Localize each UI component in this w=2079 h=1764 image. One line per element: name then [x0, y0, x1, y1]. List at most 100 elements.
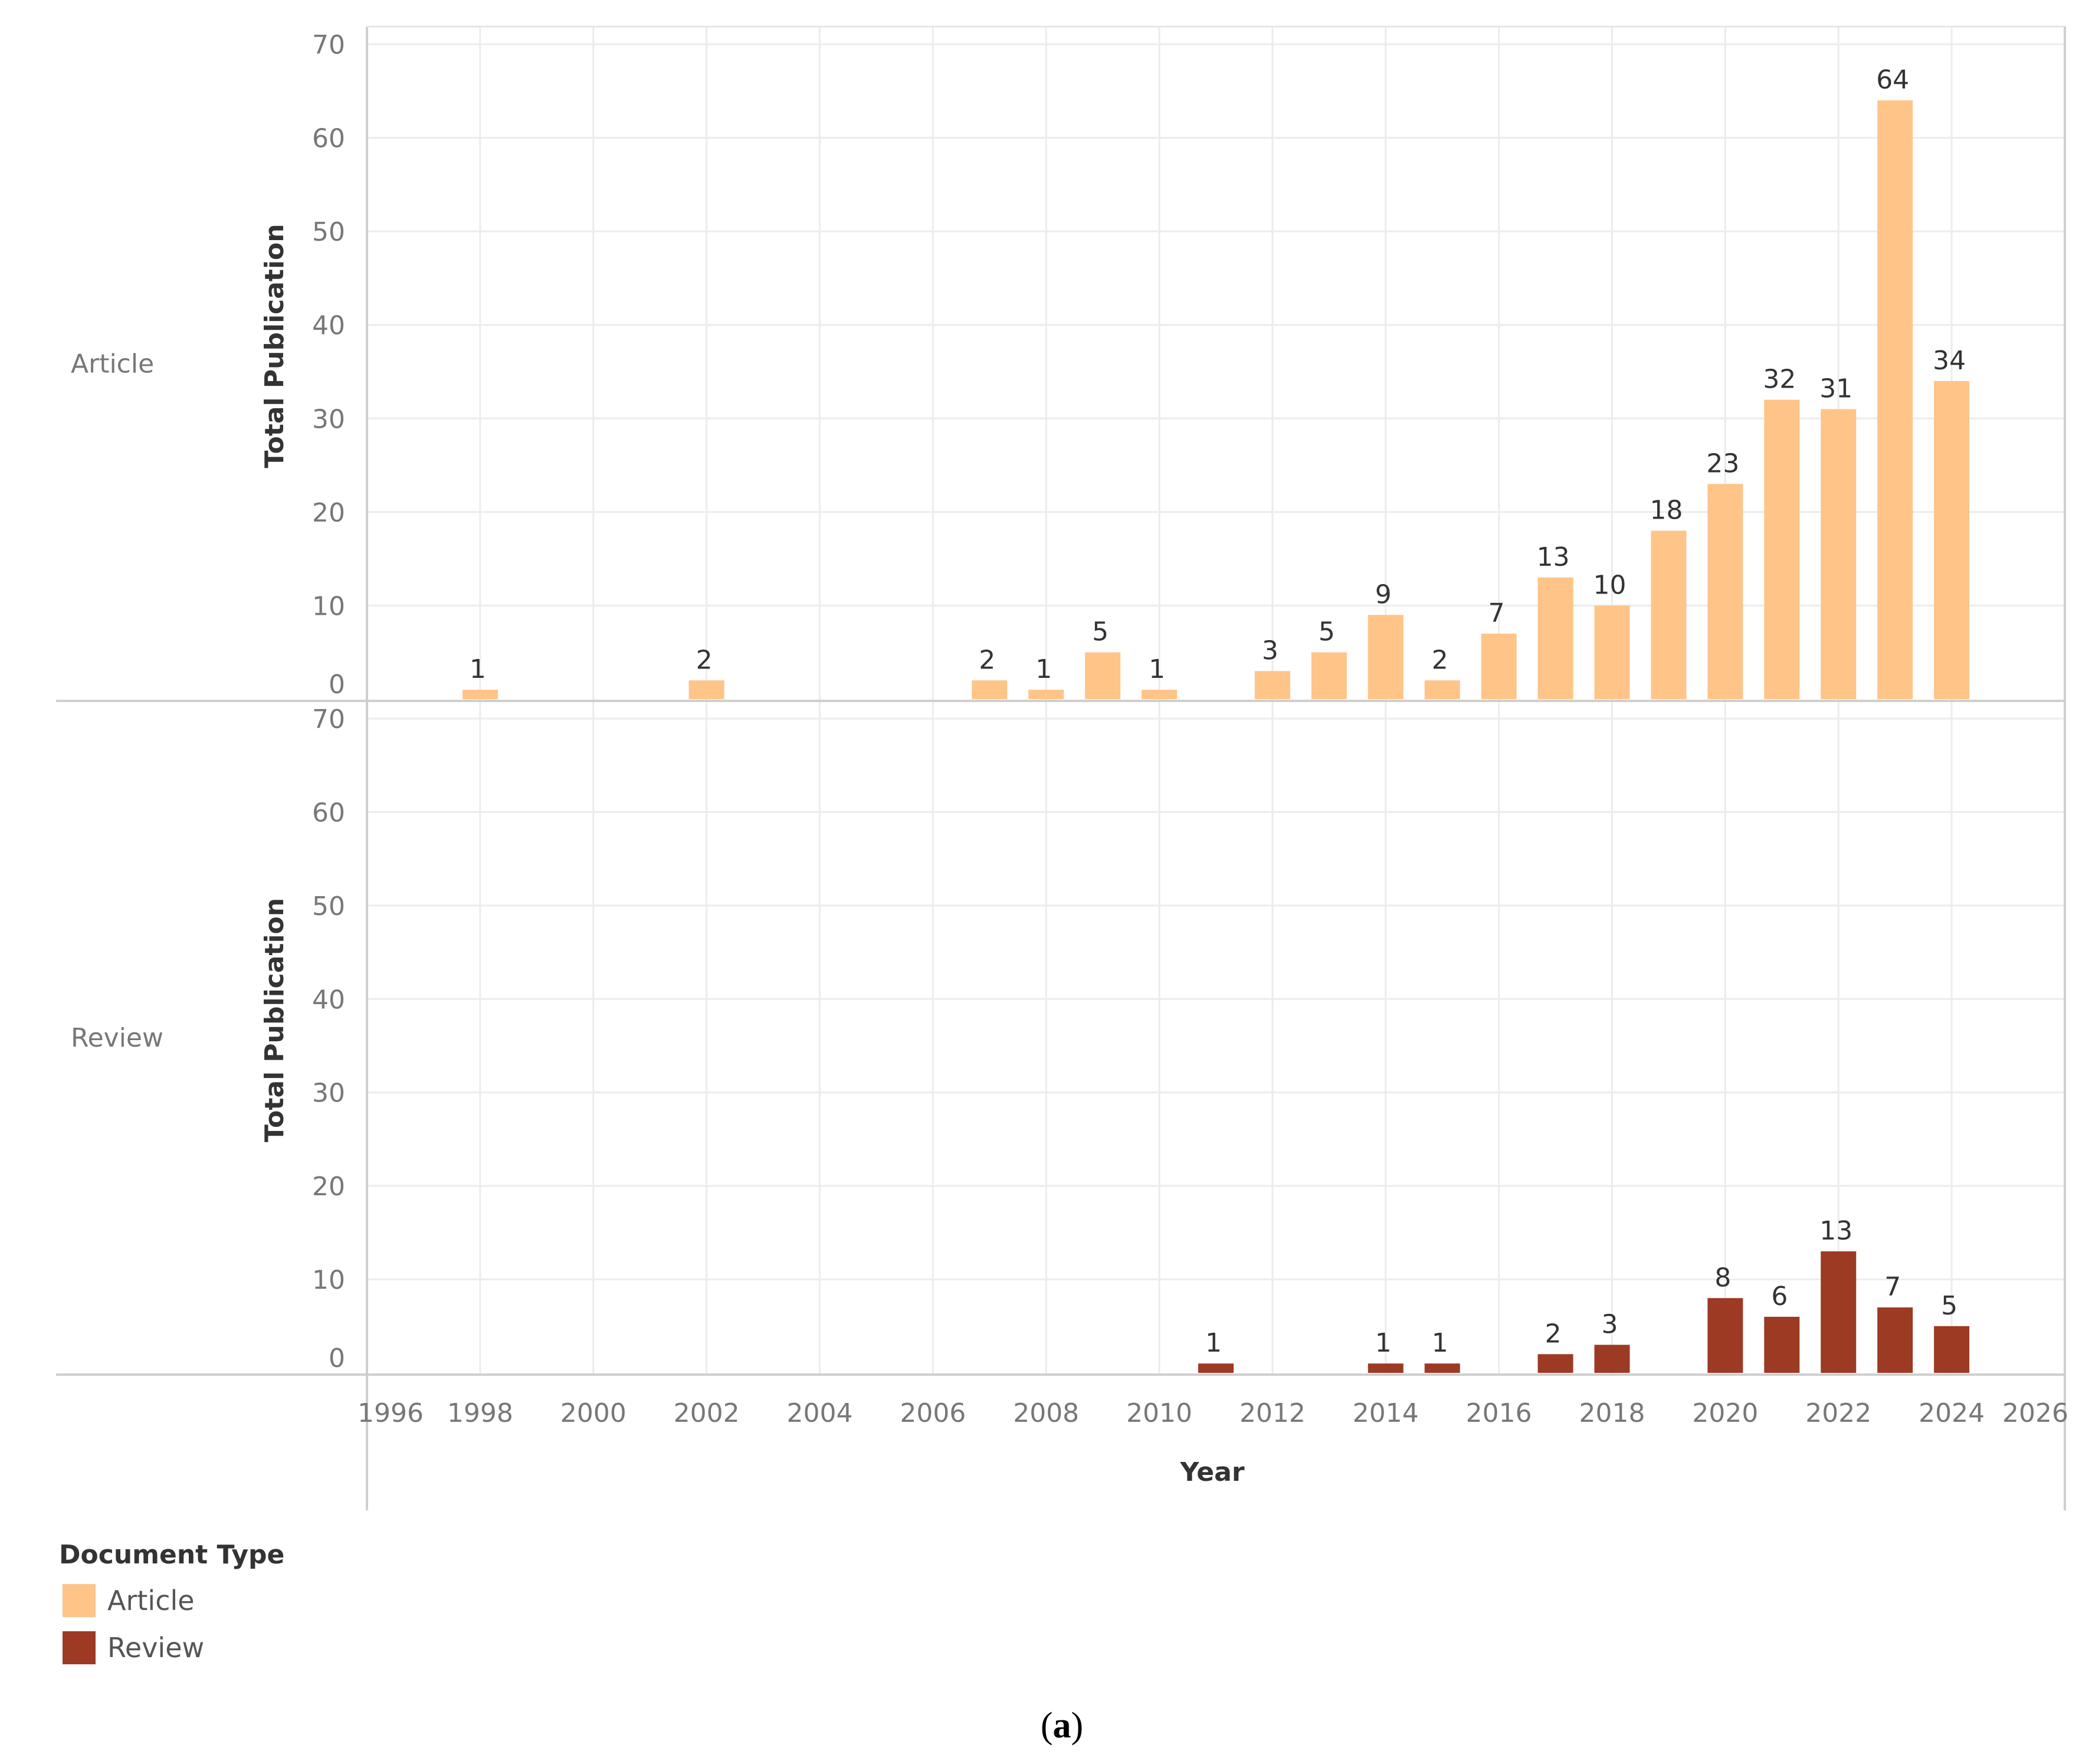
- x-tick-2020: 2020: [1692, 1398, 1758, 1428]
- data-label-review-2020: 8: [1714, 1263, 1731, 1293]
- bar-review-2017: [1537, 1354, 1573, 1373]
- bar-article-1998: [462, 690, 498, 699]
- y-tick-article-30: 30: [312, 404, 345, 434]
- data-label-review-2018: 3: [1602, 1309, 1618, 1339]
- y-axis-title-article: Total Publication: [260, 224, 290, 468]
- bar-article-2017: [1537, 577, 1573, 699]
- data-label-article-2022: 31: [1819, 373, 1852, 404]
- x-tick-2016: 2016: [1466, 1398, 1532, 1428]
- data-label-review-2021: 6: [1771, 1281, 1788, 1311]
- bar-review-2015: [1424, 1363, 1460, 1373]
- y-tick-article-40: 40: [312, 311, 345, 341]
- x-tick-2002: 2002: [674, 1398, 740, 1428]
- row-label-review: Review: [71, 1023, 163, 1053]
- x-tick-2012: 2012: [1239, 1398, 1306, 1428]
- x-tick-2026: 2026: [2002, 1398, 2068, 1428]
- y-tick-article-0: 0: [329, 670, 345, 700]
- bar-review-2022: [1821, 1251, 1857, 1373]
- data-label-review-2014: 1: [1375, 1328, 1392, 1358]
- data-label-article-2016: 7: [1488, 598, 1505, 628]
- legend-label-review: Review: [107, 1632, 204, 1664]
- x-tick-2008: 2008: [1013, 1398, 1079, 1428]
- y-tick-review-10: 10: [312, 1265, 345, 1296]
- bar-article-2002: [688, 680, 724, 699]
- x-tick-2004: 2004: [786, 1398, 852, 1428]
- data-label-article-2010: 1: [1149, 654, 1165, 684]
- data-label-review-2022: 13: [1819, 1216, 1852, 1246]
- y-tick-article-20: 20: [312, 498, 345, 528]
- data-label-review-2023: 7: [1884, 1272, 1901, 1302]
- legend-label-article: Article: [107, 1585, 195, 1617]
- x-tick-2010: 2010: [1126, 1398, 1192, 1428]
- data-label-article-2002: 2: [696, 645, 713, 675]
- legend: Document Type Article Review: [59, 1540, 284, 1664]
- bar-article-2020: [1707, 484, 1743, 699]
- data-label-article-2015: 2: [1432, 645, 1448, 675]
- x-tick-2014: 2014: [1353, 1398, 1419, 1428]
- bar-review-2011: [1198, 1363, 1234, 1373]
- bar-article-2013: [1311, 652, 1347, 699]
- bar-review-2014: [1368, 1363, 1404, 1373]
- y-tick-review-0: 0: [329, 1343, 345, 1373]
- bar-article-2019: [1651, 530, 1687, 699]
- bars: [462, 100, 1970, 1373]
- bar-article-2018: [1594, 605, 1630, 699]
- data-label-article-2023: 64: [1876, 65, 1909, 95]
- data-label-article-2012: 3: [1262, 635, 1278, 665]
- bar-article-2024: [1934, 381, 1970, 699]
- caption-letter: a: [1053, 1706, 1071, 1746]
- x-axis-title: Year: [1179, 1457, 1244, 1487]
- data-label-review-2017: 2: [1545, 1319, 1562, 1349]
- y-tick-article-50: 50: [312, 217, 345, 247]
- data-label-article-2008: 1: [1035, 654, 1052, 684]
- data-label-article-2007: 2: [979, 645, 995, 675]
- data-label-review-2024: 5: [1941, 1291, 1957, 1321]
- bar-review-2023: [1877, 1307, 1913, 1373]
- data-label-review-2015: 1: [1432, 1328, 1448, 1358]
- data-label-article-2020: 23: [1706, 448, 1739, 478]
- y-tick-review-20: 20: [312, 1172, 345, 1202]
- x-tick-2024: 2024: [1919, 1398, 1985, 1428]
- bar-article-2014: [1368, 615, 1404, 699]
- bar-review-2018: [1594, 1345, 1630, 1373]
- data-label-article-2019: 18: [1650, 496, 1683, 526]
- bar-review-2020: [1707, 1298, 1743, 1373]
- bar-review-2021: [1764, 1316, 1800, 1373]
- y-tick-review-40: 40: [312, 985, 345, 1015]
- y-tick-review-70: 70: [312, 704, 345, 735]
- bar-article-2007: [972, 680, 1008, 699]
- y-axis-title-review: Total Publication: [260, 898, 290, 1142]
- x-tick-1998: 1998: [447, 1398, 513, 1428]
- bar-article-2010: [1142, 690, 1178, 699]
- bar-review-2024: [1934, 1326, 1970, 1373]
- x-tick-2000: 2000: [560, 1398, 627, 1428]
- axes: 0 10 20 30 40 50 60 70 Article Total Publication 0…: [71, 30, 2068, 1428]
- data-label-article-2021: 32: [1763, 365, 1796, 395]
- data-label-article-2014: 9: [1375, 579, 1392, 609]
- y-tick-review-30: 30: [312, 1078, 345, 1109]
- x-tick-2018: 2018: [1579, 1398, 1645, 1428]
- bar-article-2008: [1028, 690, 1064, 699]
- data-label-article-2017: 13: [1537, 542, 1570, 572]
- y-tick-review-60: 60: [312, 798, 345, 828]
- y-tick-article-70: 70: [312, 30, 345, 60]
- row-label-article: Article: [71, 349, 154, 379]
- x-tick-2022: 2022: [1805, 1398, 1871, 1428]
- bar-article-2023: [1877, 100, 1913, 700]
- figure-caption: (a): [1041, 1706, 1083, 1746]
- y-tick-article-60: 60: [312, 124, 345, 154]
- bar-article-2021: [1764, 399, 1800, 699]
- bar-article-2009: [1085, 652, 1121, 699]
- caption-open: (: [1041, 1706, 1053, 1746]
- panel-frames: [56, 25, 2066, 1510]
- bar-article-2016: [1481, 634, 1517, 699]
- legend-swatch-article: [63, 1584, 96, 1617]
- data-label-article-2013: 5: [1319, 617, 1335, 647]
- data-label-article-2024: 34: [1933, 346, 1966, 376]
- legend-title: Document Type: [59, 1540, 284, 1570]
- x-tick-2006: 2006: [900, 1398, 966, 1428]
- data-label-article-2018: 10: [1593, 570, 1627, 600]
- caption-close: ): [1071, 1706, 1084, 1746]
